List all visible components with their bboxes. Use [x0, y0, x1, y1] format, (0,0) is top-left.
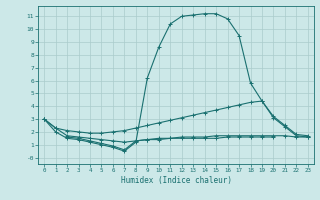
- X-axis label: Humidex (Indice chaleur): Humidex (Indice chaleur): [121, 176, 231, 185]
